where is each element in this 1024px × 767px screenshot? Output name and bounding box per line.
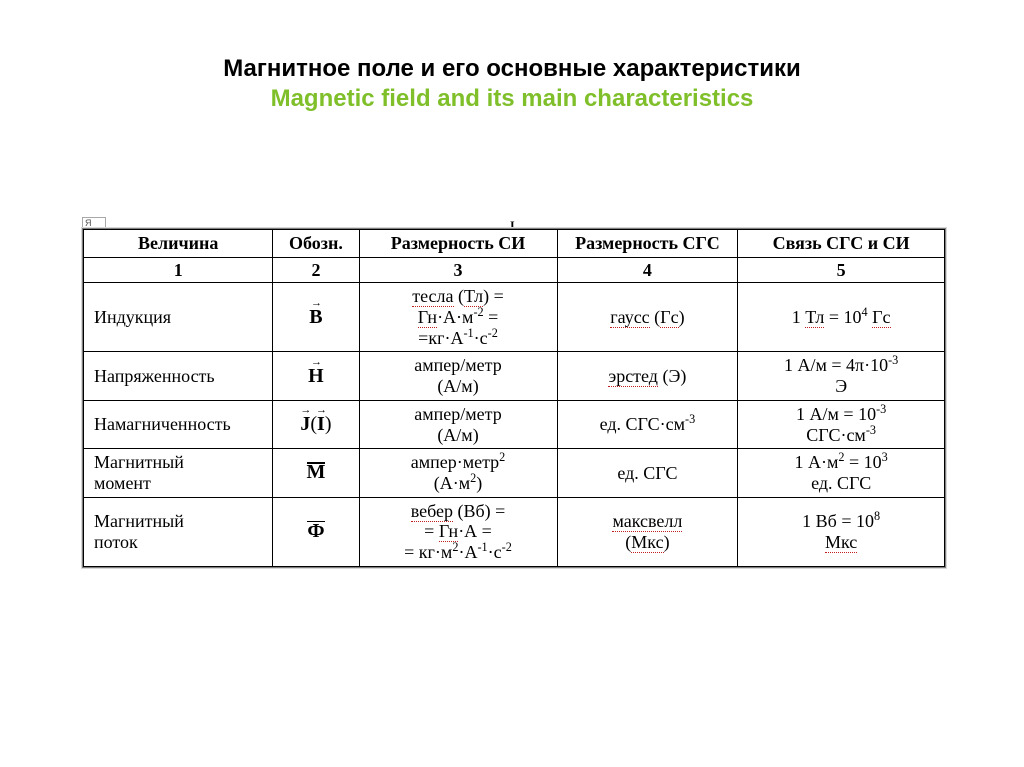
column-number: 4 (557, 257, 738, 283)
symbol-cell: B (273, 283, 359, 352)
cgs-cell: ед. СГС (557, 449, 738, 497)
cgs-cell: ед. СГС·см-3 (557, 400, 738, 448)
column-number: 1 (84, 257, 273, 283)
si-cell: ампер·метр2(А·м2) (359, 449, 557, 497)
title-block: Магнитное поле и его основные характерис… (0, 0, 1024, 113)
column-number: 3 (359, 257, 557, 283)
si-cell: ампер/метр(А/м) (359, 400, 557, 448)
characteristics-table-wrap: ВеличинаОбозн.Размерность СИРазмерность … (82, 228, 946, 568)
cgs-cell: гаусс (Гс) (557, 283, 738, 352)
symbol-cell: H (273, 352, 359, 400)
si-cell: ампер/метр(А/м) (359, 352, 557, 400)
cgs-cell: максвелл(Мкс) (557, 497, 738, 566)
relation-cell: 1 Тл = 104 Гс (738, 283, 945, 352)
table-head: ВеличинаОбозн.Размерность СИРазмерность … (84, 230, 945, 258)
si-cell: вебер (Вб) == Гн·А == кг·м2·А-1·с-2 (359, 497, 557, 566)
relation-cell: 1 А/м = 4π·10-3Э (738, 352, 945, 400)
symbol-cell: M (273, 449, 359, 497)
relation-cell: 1 А/м = 10-3СГС·см-3 (738, 400, 945, 448)
quantity-cell: Напряженность (84, 352, 273, 400)
quantity-cell: Магнитныйпоток (84, 497, 273, 566)
symbol-cell: Ф (273, 497, 359, 566)
table-body: 12345ИндукцияBтесла (Тл) =Гн·А·м-2 ==кг·… (84, 257, 945, 566)
title-en: Magnetic field and its main characterist… (0, 85, 1024, 113)
table-row: НапряженностьHампер/метр(А/м)эрстед (Э)1… (84, 352, 945, 400)
characteristics-table: ВеличинаОбозн.Размерность СИРазмерность … (83, 229, 945, 567)
column-number: 5 (738, 257, 945, 283)
table-row: ИндукцияBтесла (Тл) =Гн·А·м-2 ==кг·А-1·с… (84, 283, 945, 352)
column-header: Связь СГС и СИ (738, 230, 945, 258)
relation-cell: 1 Вб = 108Мкс (738, 497, 945, 566)
relation-cell: 1 А·м2 = 103ед. СГС (738, 449, 945, 497)
si-cell: тесла (Тл) =Гн·А·м-2 ==кг·А-1·с-2 (359, 283, 557, 352)
symbol-cell: J(I) (273, 400, 359, 448)
quantity-cell: Магнитныймомент (84, 449, 273, 497)
title-ru: Магнитное поле и его основные характерис… (0, 55, 1024, 83)
column-header: Обозн. (273, 230, 359, 258)
table-row: МагнитныймоментMампер·метр2(А·м2)ед. СГС… (84, 449, 945, 497)
quantity-cell: Намагниченность (84, 400, 273, 448)
table-row: МагнитныйпотокФвебер (Вб) == Гн·А == кг·… (84, 497, 945, 566)
column-header: Величина (84, 230, 273, 258)
column-header: Размерность СИ (359, 230, 557, 258)
column-number: 2 (273, 257, 359, 283)
quantity-cell: Индукция (84, 283, 273, 352)
table-row: НамагниченностьJ(I)ампер/метр(А/м)ед. СГ… (84, 400, 945, 448)
cgs-cell: эрстед (Э) (557, 352, 738, 400)
column-header: Размерность СГС (557, 230, 738, 258)
